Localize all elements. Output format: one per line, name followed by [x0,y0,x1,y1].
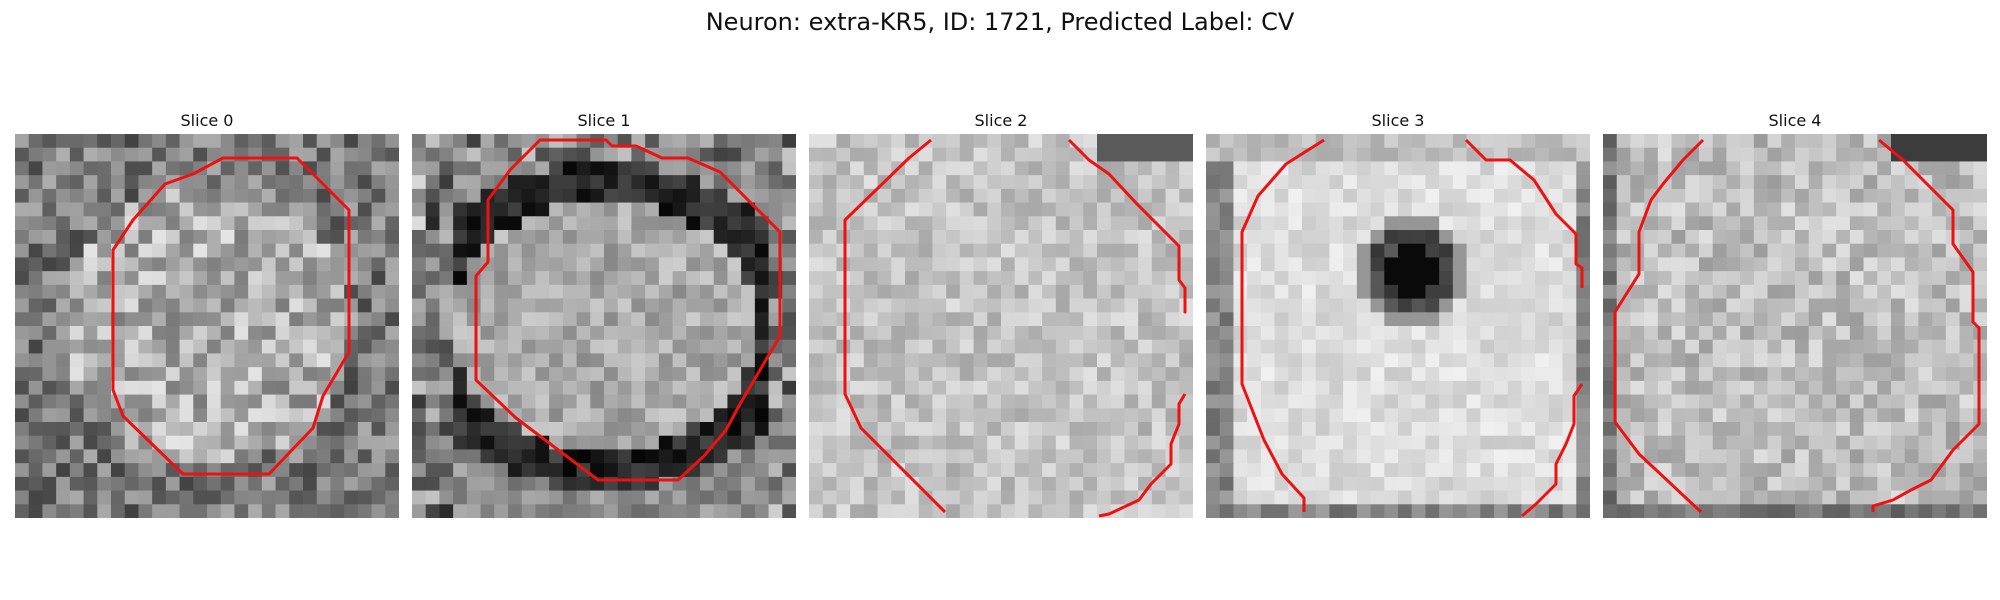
contour-line [1521,383,1584,518]
slice-title: Slice 3 [1371,111,1425,130]
contour-line [843,138,947,514]
slice-panel-3: Slice 3 [1206,110,1590,518]
slice-image-1 [412,134,796,518]
contour-line [1098,393,1187,518]
slice-image-3 [1206,134,1590,518]
pixel-grid [1603,134,1987,518]
slice-title: Slice 0 [180,111,234,130]
slice-panel-1: Slice 1 [412,110,796,518]
slice-image-0 [15,134,399,518]
contour-line [1613,138,1705,514]
slice-panel-2: Slice 2 [809,110,1193,518]
contour-line [1464,138,1584,288]
contour-line [474,138,782,482]
contour-line [1067,138,1187,314]
slice-image-2 [809,134,1193,518]
slice-panel-0: Slice 0 [15,110,399,518]
contour-line [111,156,351,476]
slice-panel-4: Slice 4 [1603,110,1987,518]
figure-title: Neuron: extra-KR5, ID: 1721, Predicted L… [705,8,1295,36]
contour-line [1871,138,1981,512]
slice-image-4 [1603,134,1987,518]
contour-line [1240,138,1325,512]
slice-title: Slice 1 [577,111,631,130]
slice-title: Slice 2 [974,111,1028,130]
pixel-grid [412,134,796,518]
pixel-grid [15,134,399,518]
slice-title: Slice 4 [1768,111,1822,130]
pixel-grid [809,134,1193,518]
pixel-grid [1206,134,1590,518]
